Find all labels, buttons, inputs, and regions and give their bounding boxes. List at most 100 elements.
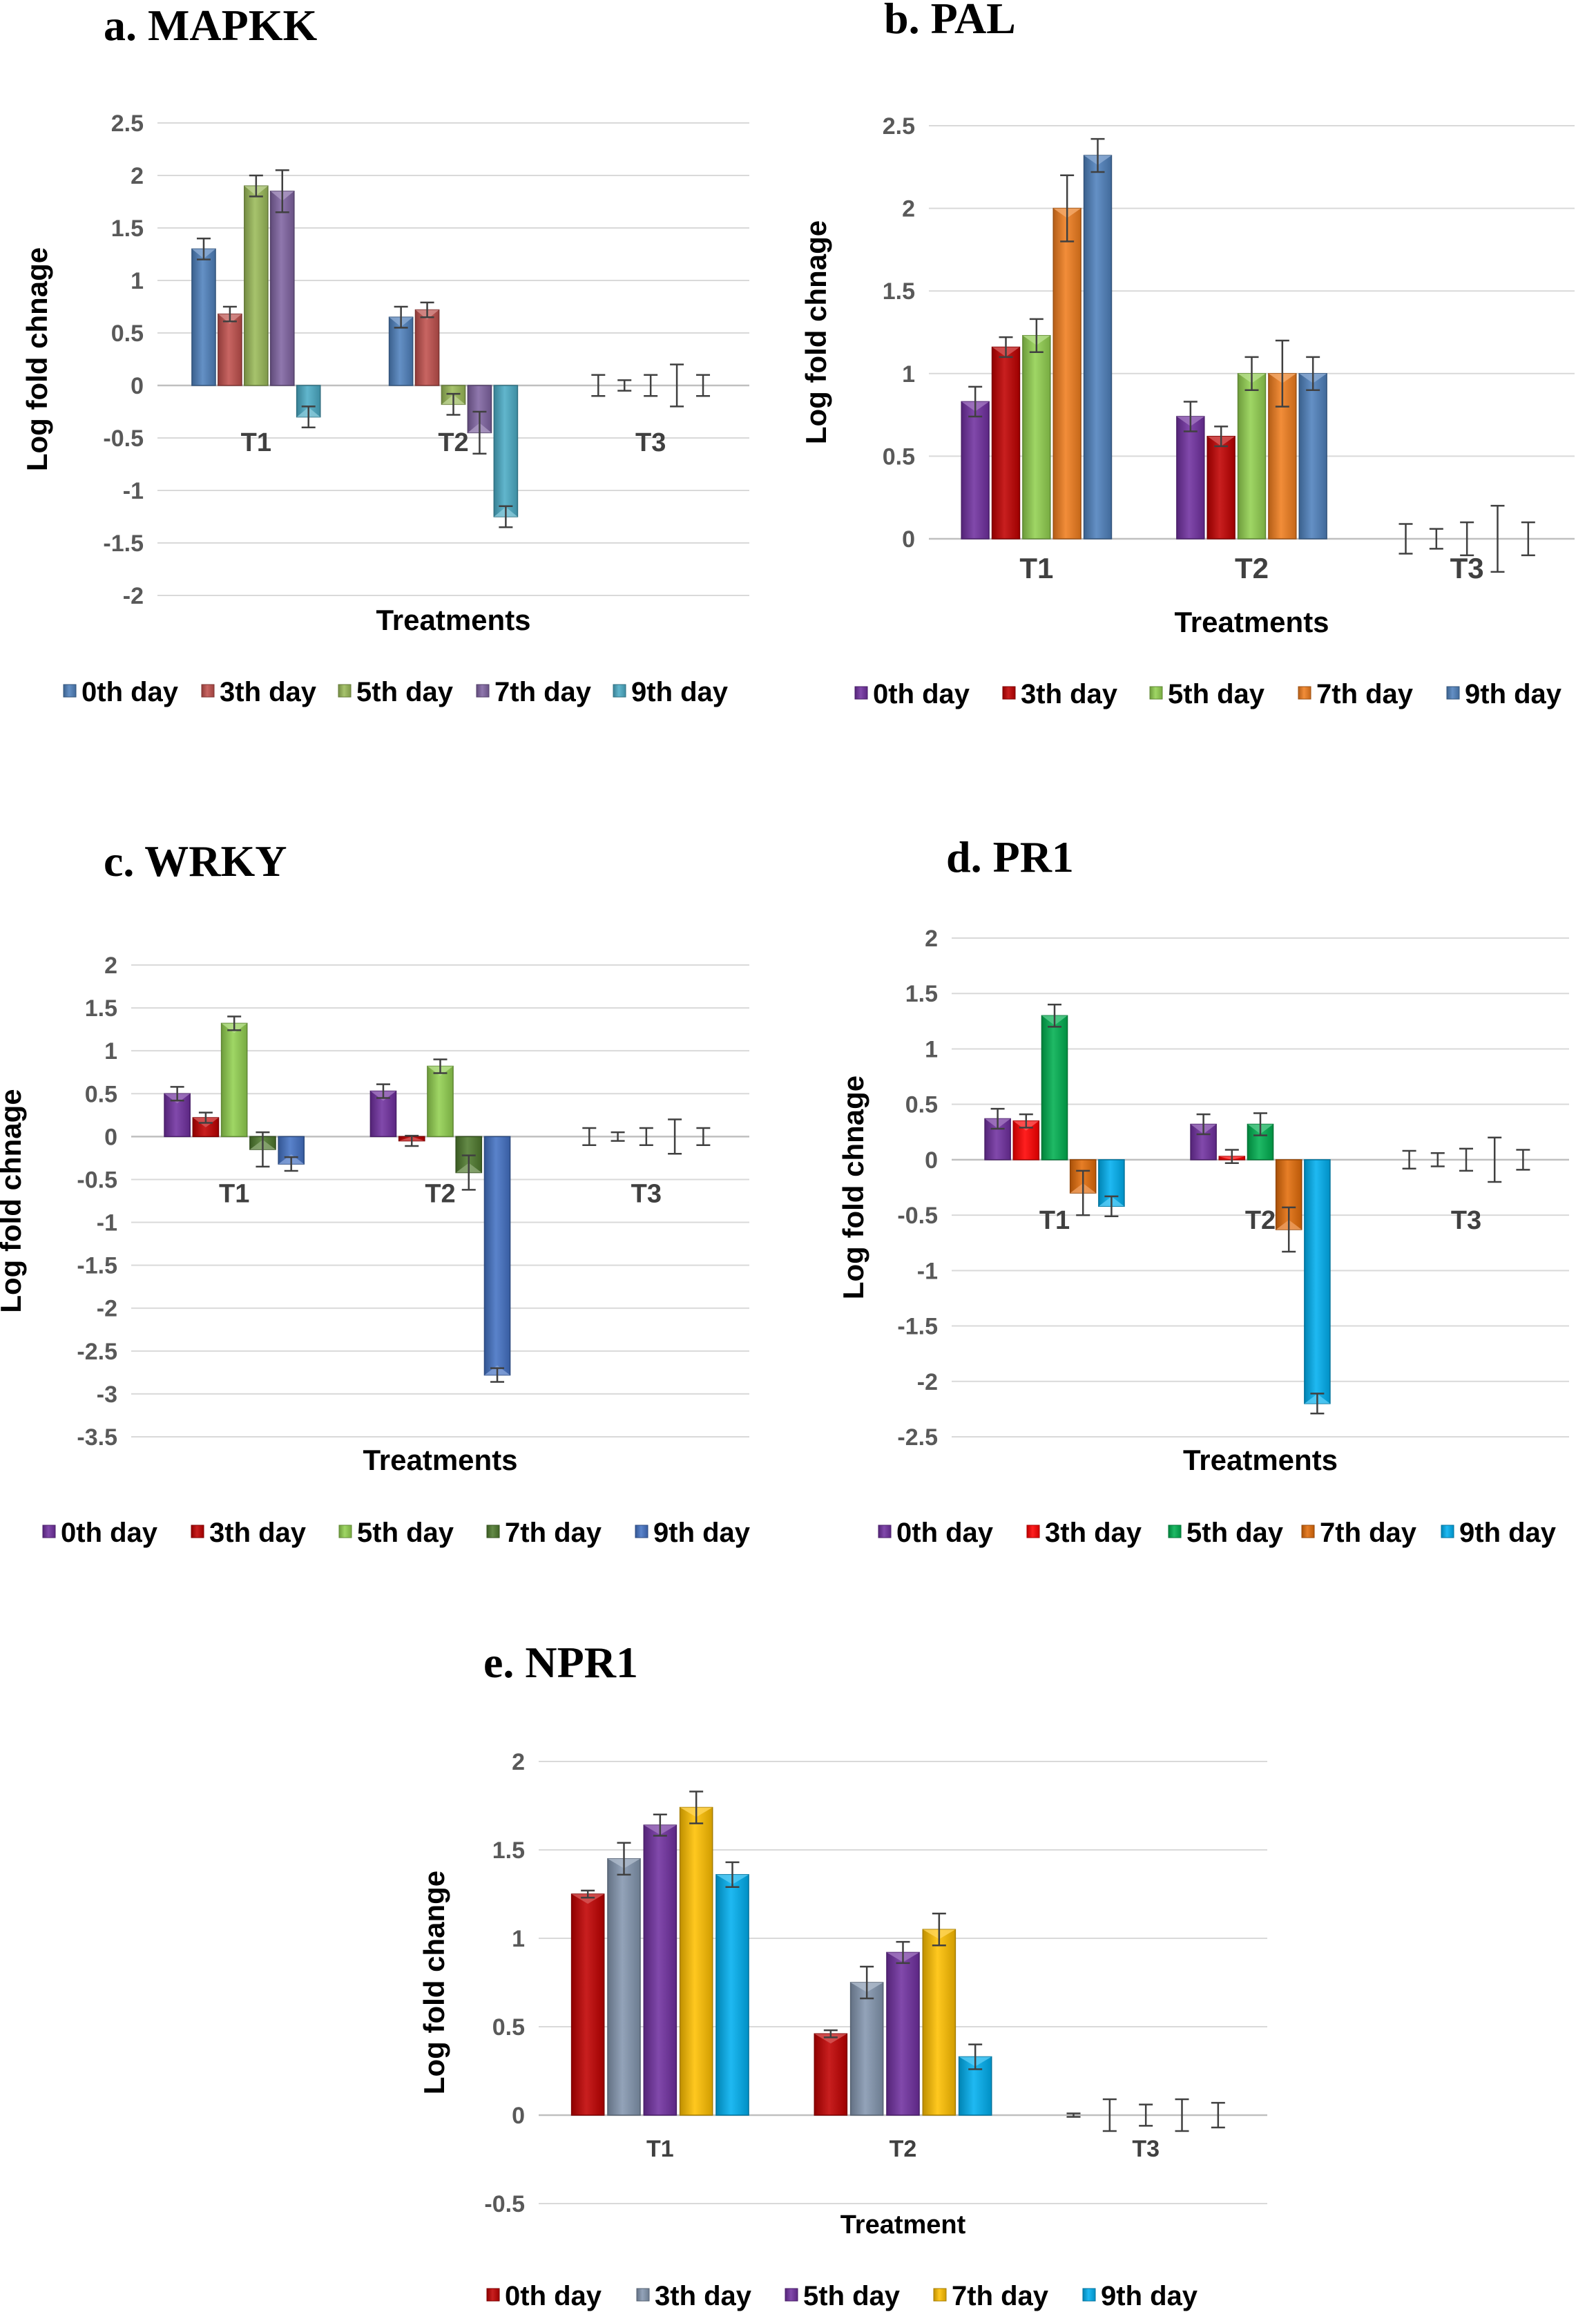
legend-label: 3th day	[220, 677, 317, 707]
error-bar	[1029, 318, 1044, 353]
error-bar	[1090, 137, 1105, 173]
error-bar	[639, 1127, 653, 1147]
category-label-t2: T2	[438, 428, 468, 457]
error-bar	[1488, 1136, 1502, 1183]
legend-swatch	[63, 684, 77, 698]
legend-label: 9th day	[1459, 1518, 1557, 1548]
y-tick-label: 1	[925, 1036, 938, 1062]
y-tick-label: 0.5	[492, 2014, 525, 2041]
error-bar	[582, 1127, 597, 1147]
error-bar	[1102, 2098, 1117, 2132]
bar-5th-day-t1	[1022, 335, 1051, 539]
y-tick-label: -0.5	[484, 2191, 525, 2217]
legend-label: 5th day	[1168, 679, 1265, 709]
category-label-t2: T2	[1245, 1206, 1276, 1235]
error-bar	[610, 1131, 625, 1142]
panel-title: e. NPR1	[483, 1638, 638, 1687]
error-bar	[1076, 1169, 1090, 1216]
error-bar	[1306, 356, 1320, 391]
bar-9th-day-t2	[1298, 373, 1327, 539]
y-tick-label: -2	[97, 1296, 117, 1322]
legend-swatch	[1298, 686, 1311, 700]
legend-swatch	[1149, 686, 1163, 700]
y-tick-label: -1	[123, 478, 144, 504]
y-tick-label: 0.5	[905, 1092, 938, 1118]
legend-label: 9th day	[1465, 679, 1562, 709]
y-tick-label: 2.5	[883, 113, 915, 140]
y-tick-label: -1.5	[103, 531, 144, 557]
legend-swatch	[476, 684, 490, 698]
y-tick-label: 2	[131, 163, 144, 189]
error-bar	[696, 374, 711, 397]
y-tick-label: -0.5	[897, 1203, 938, 1229]
error-bar	[1310, 1393, 1325, 1415]
y-axis-title: Log fold chnage	[800, 220, 832, 444]
error-bar	[860, 1965, 874, 2000]
bar-7th-day-t1	[679, 1806, 713, 2116]
panel-title: b. PAL	[884, 0, 1016, 43]
legend-swatch	[785, 2288, 798, 2302]
error-bar	[490, 1367, 505, 1383]
error-bar	[932, 1912, 946, 1947]
bar-3th-day-t1	[607, 1858, 641, 2116]
error-bar	[376, 1083, 390, 1099]
error-bar	[284, 1156, 298, 1172]
legend: 0th day 3th day 5th day 7th day 9th day	[42, 1518, 751, 1548]
legend-label: 0th day	[505, 2281, 602, 2311]
category-label-t3: T3	[1132, 2136, 1160, 2162]
y-axis-title: Log fold change	[418, 1871, 450, 2094]
error-bar	[689, 1790, 704, 1824]
legend-label: 5th day	[803, 2281, 901, 2311]
y-tick-label: 0.5	[85, 1081, 117, 1107]
error-bar	[1104, 1195, 1119, 1217]
bar-7th-day-t1	[1052, 207, 1081, 539]
error-bar	[1282, 1206, 1296, 1253]
category-label-t3: T3	[635, 428, 666, 457]
bar-5th-day-t1	[244, 185, 269, 386]
y-tick-label: 2	[104, 953, 117, 979]
legend-swatch	[933, 2288, 947, 2302]
bar-bevel	[571, 1894, 604, 1904]
x-axis-title: Treatments	[376, 604, 530, 636]
error-bar	[990, 1107, 1005, 1130]
panel-title: c. WRKY	[104, 837, 287, 886]
error-bar	[1224, 1149, 1239, 1164]
legend-swatch	[1446, 686, 1460, 700]
legend-label: 3th day	[209, 1518, 307, 1548]
error-bar	[222, 305, 237, 323]
legend-swatch	[1168, 1525, 1182, 1538]
legend-swatch	[1082, 2288, 1096, 2302]
bar-5th-day-t2	[427, 1065, 454, 1138]
y-tick-label: 0	[902, 526, 915, 553]
y-tick-label: -3	[97, 1382, 117, 1408]
y-axis-title: Log fold chnage	[837, 1076, 869, 1299]
bar-5th-day-t1	[643, 1824, 677, 2116]
legend-label: 5th day	[1186, 1518, 1284, 1548]
category-label-t1: T1	[241, 428, 271, 457]
error-bar	[617, 1842, 631, 1876]
error-bar	[1275, 339, 1289, 408]
x-axis-title: Treatments	[1174, 606, 1329, 638]
legend-label: 5th day	[356, 677, 454, 707]
error-bar	[1211, 2101, 1225, 2129]
legend-label: 3th day	[655, 2281, 752, 2311]
error-bar	[968, 385, 983, 418]
bar-9th-day-t2	[483, 1136, 511, 1376]
y-tick-label: 1	[512, 1926, 525, 1952]
category-label-t1: T1	[1019, 552, 1053, 584]
y-tick-label: 1.5	[85, 995, 117, 1022]
error-bar	[968, 2043, 983, 2070]
y-tick-label: 0	[104, 1124, 117, 1150]
y-tick-label: 0	[131, 373, 144, 399]
y-tick-label: 2	[512, 1749, 525, 1775]
error-bar	[1490, 504, 1505, 573]
legend-label: 0th day	[896, 1518, 994, 1548]
panel-1: a. MAPKK Log fold chnage 2.5 2 1.5 1 0.5 0 -0.5 -…	[21, 1, 749, 707]
x-axis-title: Treatment	[840, 2210, 966, 2239]
legend-swatch	[613, 684, 626, 698]
error-bar	[1196, 1113, 1211, 1136]
error-bar	[1459, 1147, 1473, 1172]
panel-5: e. NPR1 Log fold change 2 1.5 1 0.5 0 -0.5 T1 T2 T…	[418, 1638, 1267, 2311]
legend: 0th day 3th day 5th day 7th day 9th day	[878, 1518, 1557, 1548]
error-bar	[256, 1131, 270, 1168]
